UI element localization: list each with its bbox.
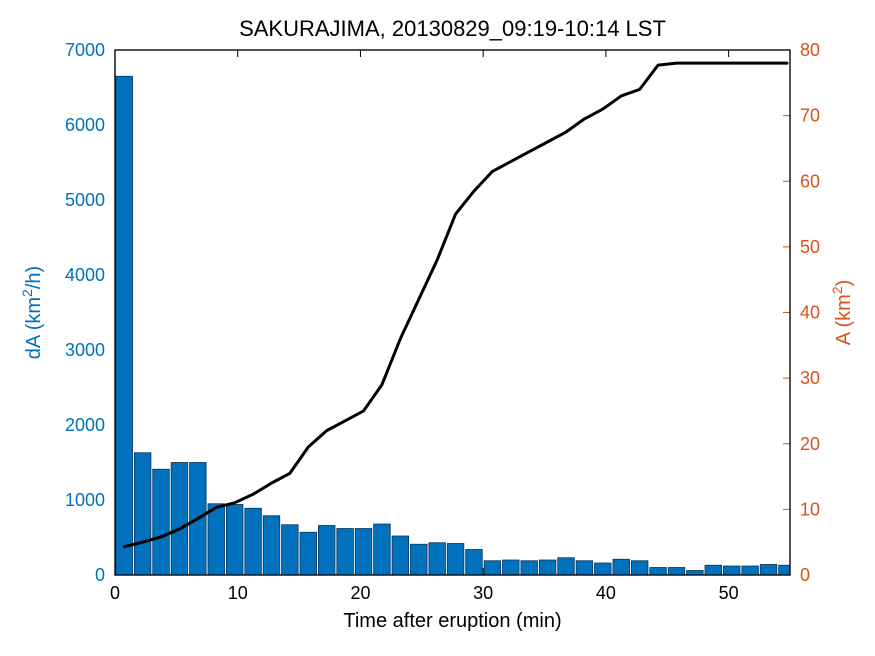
- bar: [650, 568, 667, 576]
- chart-container: SAKURAJIMA, 20130829_09:19-10:14 LST 0 10 2…: [0, 0, 875, 656]
- y-left-tick-label: 4000: [65, 265, 105, 285]
- y-right-tick-label: 40: [800, 303, 820, 323]
- bar: [466, 550, 483, 576]
- bar: [595, 563, 612, 575]
- bar: [539, 560, 556, 575]
- x-tick-label: 40: [596, 583, 616, 603]
- x-tick-label: 30: [473, 583, 493, 603]
- y-right-tick-label: 30: [800, 368, 820, 388]
- chart-title: SAKURAJIMA, 20130829_09:19-10:14 LST: [239, 16, 666, 41]
- bar: [392, 536, 409, 575]
- y-right-tick-label: 10: [800, 499, 820, 519]
- bar: [282, 525, 299, 575]
- bar: [226, 505, 243, 576]
- bar: [668, 568, 685, 576]
- bar: [576, 561, 593, 575]
- y-right-tick-label: 70: [800, 106, 820, 126]
- bar: [503, 560, 520, 575]
- bar: [245, 508, 262, 575]
- y-left-tick-label: 1000: [65, 490, 105, 510]
- bar: [171, 463, 188, 576]
- y-right-tick-label: 20: [800, 434, 820, 454]
- y-left-tick-label: 6000: [65, 115, 105, 135]
- bar: [153, 469, 170, 575]
- bar: [374, 524, 391, 575]
- bar: [558, 558, 575, 575]
- y-left-tick-label: 0: [95, 565, 105, 585]
- bar: [429, 543, 446, 575]
- bar: [208, 504, 225, 575]
- x-axis-label: Time after eruption (min): [343, 610, 561, 632]
- bar: [484, 561, 501, 575]
- x-tick-label: 50: [719, 583, 739, 603]
- dual-axis-chart: SAKURAJIMA, 20130829_09:19-10:14 LST 0 10 2…: [0, 0, 875, 656]
- bar: [613, 559, 630, 575]
- y-right-tick-label: 80: [800, 40, 820, 60]
- bar: [631, 561, 648, 575]
- y-right-tick-label: 0: [800, 565, 810, 585]
- bar: [300, 532, 317, 575]
- y-right-tick-label: 60: [800, 171, 820, 191]
- x-tick-label: 0: [110, 583, 120, 603]
- y-left-axis-label: dA (km2/h): [19, 266, 45, 359]
- bar: [263, 516, 280, 575]
- svg-text:dA (km2/h): dA (km2/h): [19, 266, 45, 359]
- bar: [318, 526, 335, 576]
- bar: [337, 529, 354, 576]
- bar: [742, 566, 759, 575]
- bar: [410, 544, 427, 575]
- bar: [705, 565, 722, 575]
- bar: [134, 453, 151, 575]
- y-left-tick-label: 3000: [65, 340, 105, 360]
- bar: [687, 571, 704, 576]
- y-left-tick-label: 5000: [65, 190, 105, 210]
- bar: [760, 565, 777, 576]
- bar: [116, 76, 133, 575]
- bar: [447, 544, 464, 576]
- x-tick-label: 10: [228, 583, 248, 603]
- bar: [355, 529, 372, 576]
- y-left-tick-label: 2000: [65, 415, 105, 435]
- x-tick-label: 20: [350, 583, 370, 603]
- bar: [723, 566, 740, 575]
- y-left-tick-label: 7000: [65, 40, 105, 60]
- y-right-tick-label: 50: [800, 237, 820, 257]
- bar: [521, 561, 538, 575]
